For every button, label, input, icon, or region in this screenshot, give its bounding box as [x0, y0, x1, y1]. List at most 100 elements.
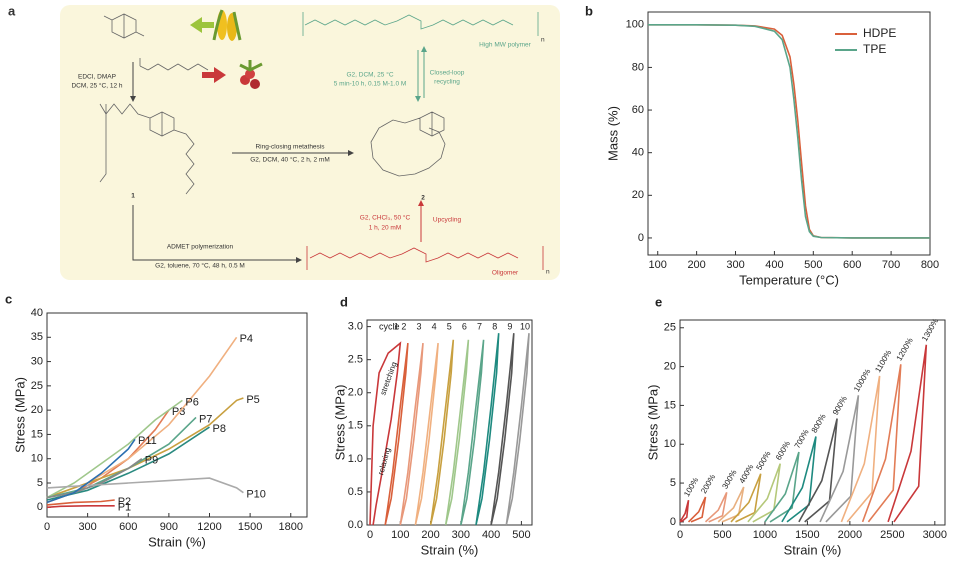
series-label: 100%: [682, 476, 700, 498]
x-tick-label: 2000: [838, 529, 862, 541]
y-tick-label: 0: [670, 516, 676, 528]
x-tick-label: 1500: [795, 529, 819, 541]
x-tick-label: 200: [687, 259, 705, 271]
series-label: 900%: [831, 394, 849, 416]
product-label: Oligomer: [492, 270, 519, 277]
annotation: relaxing: [376, 447, 392, 476]
series-label: P6: [185, 396, 198, 408]
series-label: 1000%: [852, 367, 872, 393]
oligomer-structure: [306, 246, 544, 270]
x-tick-label: 500: [713, 529, 731, 541]
series-line: [819, 395, 860, 523]
y-tick-label: 35: [31, 331, 43, 343]
arrow: [132, 205, 298, 261]
y-tick-label: 25: [664, 322, 676, 334]
x-tick-label: 300: [78, 521, 96, 533]
x-tick-label: 500: [512, 529, 530, 541]
series-line: [781, 436, 817, 523]
series-label: 2: [401, 321, 406, 331]
repeat-unit: n: [541, 37, 545, 44]
plot-frame: [647, 11, 931, 256]
series-label: 700%: [793, 428, 811, 450]
y-tick-label: 40: [31, 307, 43, 319]
arrowhead: [415, 46, 427, 102]
undecenoic-acid: [139, 58, 209, 71]
x-tick-label: 800: [921, 259, 939, 271]
series-line: [444, 339, 470, 526]
series-line: [648, 24, 930, 239]
series-label: P4: [240, 333, 253, 345]
x-tick-label: 400: [765, 259, 783, 271]
y-tick-label: 2.0: [348, 387, 363, 399]
y-axis-title: Stress (MPa): [12, 377, 27, 453]
panel-label: b: [585, 3, 593, 18]
repeat-unit: n: [546, 269, 550, 276]
series-label: 7: [477, 321, 482, 331]
series-label: 600%: [774, 439, 792, 461]
berry-icon: [239, 60, 263, 89]
y-tick-label: 15: [31, 428, 43, 440]
y-tick-label: 20: [632, 189, 644, 201]
y-tick-label: 0.0: [348, 519, 363, 531]
compound-1: [99, 103, 195, 195]
condition: G2, DCM, 25 °C: [346, 71, 393, 79]
x-axis-title: Temperature (°C): [739, 272, 839, 287]
series-label: 10: [520, 321, 530, 331]
series-label: P2: [118, 496, 131, 508]
series-label: 400%: [737, 463, 755, 485]
x-tick-label: 900: [160, 521, 178, 533]
series-line: [46, 477, 244, 494]
series-line: [798, 418, 838, 523]
series-line: [490, 333, 515, 526]
compound-number: 1: [131, 193, 135, 200]
y-axis-title: Stress (MPa): [332, 385, 347, 461]
series-line: [46, 458, 143, 499]
y-tick-label: 2.5: [348, 354, 363, 366]
reaction-name: Ring-closing metathesis: [255, 144, 325, 151]
series-line: [384, 343, 409, 526]
y-axis-title: Stress (MPa): [645, 385, 660, 461]
series-line: [414, 343, 439, 526]
series-line: [46, 438, 136, 504]
green-arrow: [190, 17, 214, 33]
y-tick-label: 25: [31, 380, 43, 392]
process-label: recycling: [434, 79, 460, 86]
series-line: [46, 499, 115, 506]
series-label: 1: [394, 321, 399, 331]
x-axis-title: Strain (%): [148, 534, 206, 549]
y-tick-label: 10: [31, 453, 43, 465]
series-line: [399, 343, 424, 526]
series-label: 1200%: [895, 336, 915, 362]
panel-label: a: [8, 3, 16, 18]
x-axis-title: Strain (%): [421, 542, 479, 557]
arrowhead: [130, 96, 136, 102]
reagent: EDCI, DMAP: [78, 74, 116, 81]
series-line: [505, 333, 530, 526]
y-tick-label: 100: [626, 19, 644, 31]
series-label: P11: [138, 435, 157, 447]
x-tick-label: 1200: [197, 521, 221, 533]
x-tick-label: 100: [391, 529, 409, 541]
arrowhead: [418, 200, 424, 206]
corn-icon: [212, 9, 242, 41]
y-tick-label: 1.0: [348, 453, 363, 465]
y-tick-label: 0.5: [348, 486, 363, 498]
x-tick-label: 300: [726, 259, 744, 271]
x-tick-label: 300: [452, 529, 470, 541]
x-tick-label: 600: [119, 521, 137, 533]
series-label: 9: [507, 321, 512, 331]
arrowhead: [296, 257, 302, 263]
series-line: [679, 500, 690, 523]
series-label: P9: [145, 455, 158, 467]
condition: 1 h, 20 mM: [369, 225, 402, 232]
series-label: 800%: [810, 412, 828, 434]
series-line: [429, 339, 455, 526]
reaction-name: ADMET polymerization: [167, 244, 234, 251]
x-tick-label: 1800: [279, 521, 303, 533]
y-axis-title: Mass (%): [605, 106, 620, 161]
series-line: [840, 375, 881, 523]
x-tick-label: 400: [482, 529, 500, 541]
series-label: P5: [246, 394, 259, 406]
y-tick-label: 5: [670, 477, 676, 489]
